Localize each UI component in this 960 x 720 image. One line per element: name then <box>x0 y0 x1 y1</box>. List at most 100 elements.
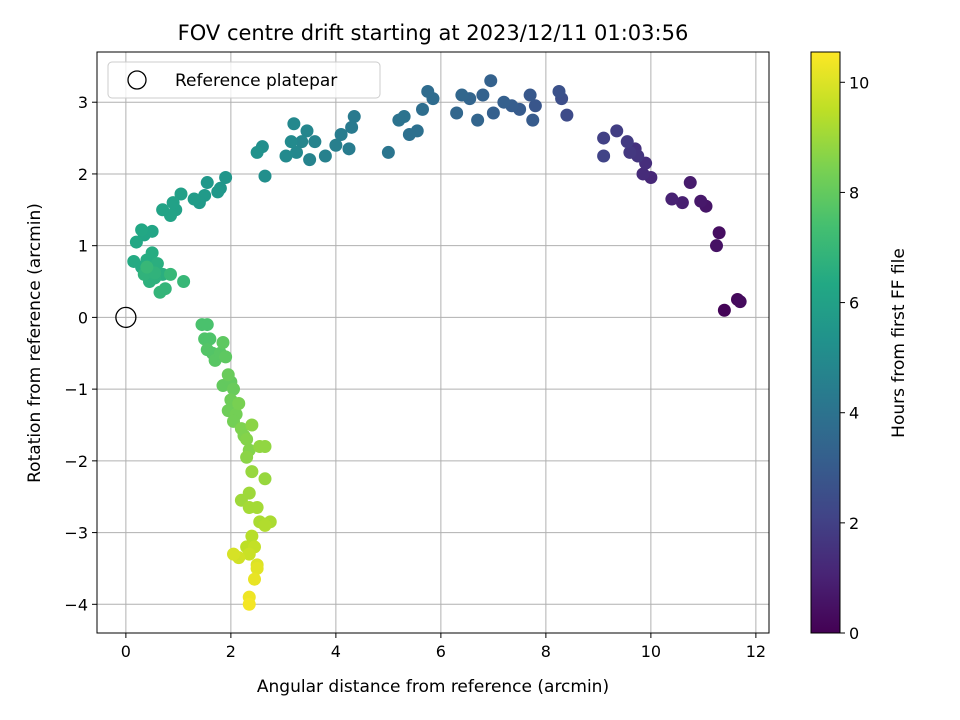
data-point <box>156 203 170 217</box>
data-point <box>174 187 188 201</box>
x-tick-label: 2 <box>226 642 236 661</box>
data-point <box>476 88 490 102</box>
data-point <box>295 135 309 149</box>
data-point <box>620 135 634 149</box>
data-point <box>665 192 679 206</box>
gridlines <box>97 52 769 633</box>
data-point <box>187 192 201 206</box>
data-point <box>416 102 429 116</box>
x-tick-label: 6 <box>436 642 446 661</box>
data-point <box>623 145 637 159</box>
y-axis-ticks: −4 −3 −2 −1 0 1 2 3 <box>64 93 97 614</box>
data-point <box>245 418 259 432</box>
data-point <box>392 113 406 127</box>
colorbar-tick-label: 10 <box>849 73 869 92</box>
legend-marker <box>127 70 147 90</box>
data-point <box>177 275 191 289</box>
data-point <box>717 303 731 317</box>
x-tick-label: 0 <box>121 642 131 661</box>
reference-platepar-marker <box>115 306 137 329</box>
data-point <box>402 127 416 141</box>
data-point <box>219 171 233 185</box>
data-point <box>712 226 726 240</box>
data-point <box>216 336 230 349</box>
data-point <box>248 572 261 586</box>
data-point <box>334 127 348 141</box>
colorbar-label: Hours from first FF file <box>889 248 909 438</box>
data-point <box>318 149 332 163</box>
data-point <box>523 88 537 102</box>
y-tick-label: 3 <box>78 93 88 112</box>
data-point <box>484 74 498 88</box>
chart-title: FOV centre drift starting at 2023/12/11 … <box>178 21 689 45</box>
data-point <box>258 440 272 454</box>
data-point <box>683 176 697 190</box>
data-point <box>240 432 254 446</box>
x-axis-label: Angular distance from reference (arcmin) <box>257 677 609 697</box>
data-point <box>145 246 159 260</box>
data-point <box>455 88 469 102</box>
data-point <box>694 194 708 208</box>
data-point <box>245 465 259 479</box>
data-point <box>279 149 293 163</box>
legend-box <box>107 61 381 99</box>
data-point <box>287 117 301 131</box>
data-point <box>597 149 611 163</box>
data-point <box>250 145 264 159</box>
data-point <box>381 145 395 159</box>
data-point <box>250 561 264 575</box>
y-tick-label: −3 <box>64 524 88 543</box>
data-point <box>610 124 624 138</box>
data-point <box>290 145 303 159</box>
y-tick-label: 2 <box>78 165 88 184</box>
data-point <box>153 285 167 299</box>
data-point <box>308 135 322 149</box>
data-point <box>221 368 235 382</box>
data-points <box>127 74 747 611</box>
data-point <box>345 120 359 134</box>
data-point <box>347 110 361 124</box>
data-point <box>203 332 217 346</box>
data-point <box>710 239 723 253</box>
colorbar-gradient <box>810 51 841 634</box>
x-tick-label: 4 <box>331 642 341 661</box>
data-point <box>258 472 272 486</box>
data-point <box>300 124 314 138</box>
data-point <box>471 113 485 127</box>
data-point <box>227 547 240 561</box>
y-tick-label: −4 <box>64 595 88 614</box>
data-point <box>258 169 272 183</box>
data-point <box>232 396 246 410</box>
colorbar-tick-label: 8 <box>849 183 859 202</box>
data-point <box>164 267 177 281</box>
data-point <box>450 106 464 120</box>
data-point <box>303 153 317 167</box>
data-point <box>560 108 574 122</box>
plot-frame <box>96 51 770 634</box>
data-point <box>497 95 511 109</box>
x-tick-label: 10 <box>641 642 661 661</box>
data-point <box>227 382 240 396</box>
data-point <box>140 260 154 274</box>
data-point <box>284 135 298 149</box>
data-point <box>552 84 566 98</box>
colorbar-tick-label: 6 <box>849 294 859 313</box>
colorbar-tick-label: 2 <box>849 514 859 533</box>
data-point <box>526 113 540 127</box>
legend: Reference platepar <box>107 61 381 99</box>
data-point <box>329 138 343 152</box>
data-point <box>135 223 149 237</box>
x-tick-label: 8 <box>541 642 551 661</box>
data-point <box>245 529 259 543</box>
data-point <box>597 131 611 145</box>
y-tick-label: −1 <box>64 380 88 399</box>
colorbar-tick-label: 0 <box>849 624 859 643</box>
data-point <box>636 167 650 181</box>
data-point <box>242 597 256 611</box>
data-point <box>200 318 214 332</box>
reference-marker-group <box>115 306 137 329</box>
x-axis-ticks: 0 2 4 6 8 10 12 <box>121 633 766 661</box>
colorbar-tick-label: 4 <box>849 404 859 423</box>
data-point <box>733 295 747 309</box>
